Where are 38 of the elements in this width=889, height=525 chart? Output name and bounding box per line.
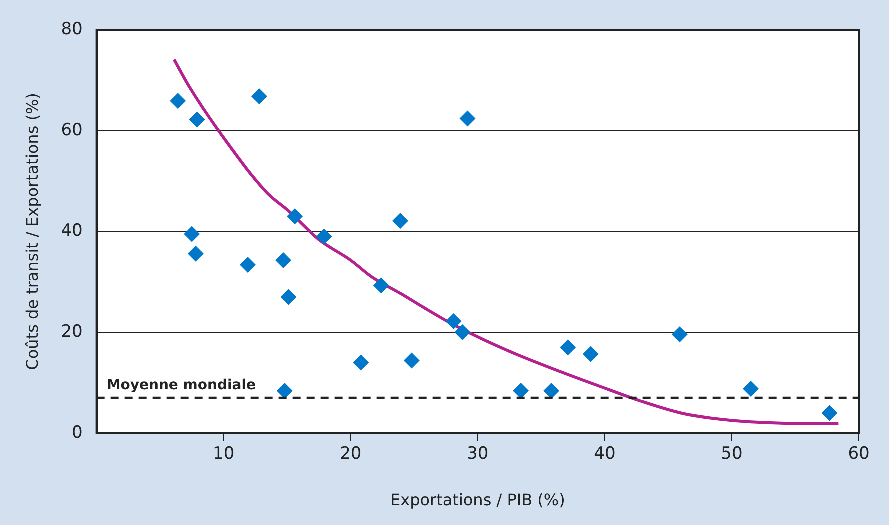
point	[170, 93, 186, 110]
x-tick-label: 50	[721, 444, 743, 464]
x-tick-label: 60	[848, 444, 870, 464]
y-axis-title: Coûts de transit / Exportations (%)	[22, 93, 42, 370]
point	[316, 228, 332, 245]
point	[460, 110, 476, 127]
y-tick-label: 80	[61, 19, 83, 40]
point	[276, 252, 292, 268]
point	[404, 352, 420, 369]
point	[251, 88, 268, 105]
x-tick-label: 40	[594, 444, 616, 464]
y-tick-label: 40	[61, 221, 83, 242]
point	[582, 346, 599, 362]
x-axis-title: Exportations / PIB (%)	[390, 490, 566, 510]
point	[373, 278, 390, 294]
point	[353, 354, 370, 371]
y-tick-label: 60	[61, 120, 83, 140]
point	[446, 313, 462, 330]
point	[743, 381, 760, 398]
point	[280, 289, 297, 306]
point	[672, 326, 688, 343]
point	[544, 383, 560, 400]
point	[189, 112, 206, 128]
point	[276, 383, 293, 400]
ref-line-label: Moyenne mondiale	[106, 378, 256, 394]
point	[184, 226, 200, 242]
x-tick-label: 20	[340, 444, 362, 464]
point	[240, 256, 256, 273]
point	[454, 324, 471, 341]
x-tick-label: 10	[213, 444, 235, 464]
y-tick-label: 20	[61, 322, 83, 342]
point	[188, 246, 204, 262]
point	[822, 405, 838, 422]
y-tick-label: 0	[72, 422, 83, 443]
point	[286, 208, 303, 225]
point	[560, 340, 576, 356]
point	[392, 213, 408, 230]
x-tick-label: 30	[467, 444, 489, 464]
